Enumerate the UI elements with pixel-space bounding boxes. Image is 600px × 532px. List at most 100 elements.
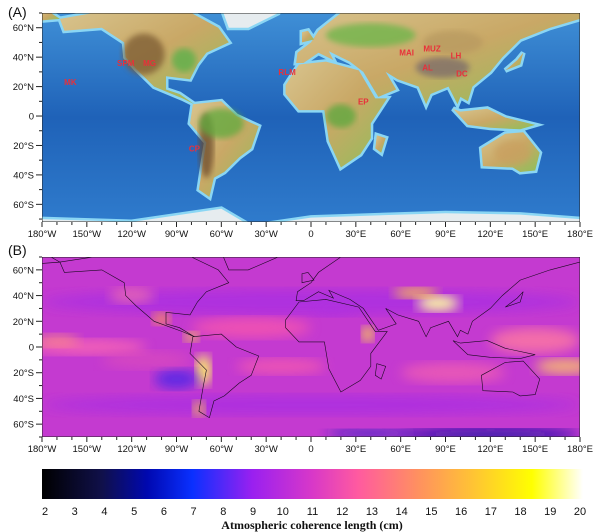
lon-tick-label: 0 bbox=[308, 229, 313, 240]
colorbar-title: Atmospheric coherence length (cm) bbox=[221, 518, 402, 532]
lat-tick-label: 60°S bbox=[13, 420, 34, 431]
coherence-anomaly bbox=[101, 350, 192, 369]
colorbar-tick-label: 17 bbox=[485, 506, 497, 518]
lat-tick-label: 60°N bbox=[13, 265, 34, 276]
lon-tick-label: 120°W bbox=[117, 444, 146, 455]
coherence-anomaly bbox=[191, 317, 311, 339]
lon-tick-label: 120°E bbox=[477, 229, 503, 240]
lon-tick-label: 90°E bbox=[435, 229, 456, 240]
lon-tick-label: 90°W bbox=[165, 444, 188, 455]
colorbar-tick-label: 5 bbox=[131, 506, 137, 518]
colorbar-tick-label: 10 bbox=[277, 506, 289, 518]
lon-tick-label: 180°W bbox=[28, 229, 57, 240]
lat-tick-label: 20°N bbox=[13, 82, 34, 93]
eurasia-coastline bbox=[295, 257, 580, 338]
lon-tick-label: 150°W bbox=[73, 229, 102, 240]
indonesia-coastline bbox=[452, 340, 536, 359]
lat-tick-label: 20°S bbox=[13, 141, 34, 152]
station-label-mai: MAI bbox=[399, 49, 414, 58]
lat-tick-label: 60°N bbox=[13, 23, 34, 34]
coherence-anomaly bbox=[236, 358, 326, 374]
colorbar-scale bbox=[42, 469, 583, 499]
colorbar-tick-label: 16 bbox=[455, 506, 467, 518]
lon-tick-label: 120°E bbox=[477, 444, 503, 455]
lon-tick-label: 90°E bbox=[435, 444, 456, 455]
lat-tick-label: 0 bbox=[29, 112, 34, 123]
australia-coastline bbox=[481, 360, 541, 397]
chukotka-coastline bbox=[42, 257, 61, 264]
terrain-shading bbox=[172, 48, 196, 72]
coherence-anomaly bbox=[109, 287, 155, 304]
topography-map bbox=[42, 13, 580, 222]
station-label-mk: MK bbox=[64, 78, 77, 87]
colorbar-tick-label: 12 bbox=[336, 506, 348, 518]
coherence-anomaly bbox=[154, 368, 199, 390]
lon-tick-label: 60°W bbox=[210, 444, 233, 455]
panel-label: (B) bbox=[8, 242, 27, 258]
colorbar-tick-label: 4 bbox=[101, 506, 107, 518]
lon-tick-label: 90°W bbox=[165, 229, 188, 240]
colorbar-tick-label: 13 bbox=[366, 506, 378, 518]
coherence-anomaly bbox=[535, 358, 580, 374]
coherence-anomaly bbox=[490, 327, 580, 354]
colorbar: 2 3 4 5 6 7 8 9 10 11 12 13 14 15 16 17 18 19 20 Atmospheri… bbox=[42, 469, 586, 532]
station-label-cp: CP bbox=[189, 144, 201, 153]
terrain-shading bbox=[198, 108, 244, 139]
coherence-anomaly bbox=[400, 429, 580, 437]
colorbar-tick-label: 15 bbox=[425, 506, 437, 518]
lat-tick-label: 0 bbox=[29, 343, 34, 354]
coherence-anomaly bbox=[192, 401, 205, 417]
lon-tick-label: 150°W bbox=[73, 444, 102, 455]
lon-tick-label: 180°W bbox=[28, 444, 57, 455]
lon-tick-label: 30°W bbox=[254, 444, 277, 455]
uk-landmass bbox=[302, 30, 314, 43]
station-label-dc: DC bbox=[456, 69, 468, 78]
colorbar-tick-label: 11 bbox=[307, 506, 318, 518]
coherence-anomaly bbox=[42, 394, 580, 416]
station-label-mg: MG bbox=[143, 59, 156, 68]
lat-tick-label: 40°N bbox=[13, 291, 34, 302]
colorbar-tick-label: 9 bbox=[250, 506, 256, 518]
lat-tick-label: 40°N bbox=[13, 53, 34, 64]
africa-coastline bbox=[285, 299, 388, 393]
colorbar-tick-label: 6 bbox=[161, 506, 167, 518]
coherence-anomaly bbox=[42, 334, 80, 347]
colorbar-tick-label: 20 bbox=[574, 506, 586, 518]
madagascar-coastline bbox=[374, 363, 387, 380]
madagascar-landmass bbox=[375, 135, 386, 153]
station-label-ep: EP bbox=[358, 97, 369, 106]
coherence-anomaly bbox=[152, 312, 171, 326]
japan-coastline bbox=[505, 291, 524, 308]
lat-tick-label: 20°S bbox=[13, 368, 34, 379]
lon-tick-label: 30°W bbox=[254, 229, 277, 240]
map-axes: (A) 60°N 40°N 20°N 0 20°S 40°S 60°S 180°W 150°W 12… bbox=[8, 4, 593, 455]
colorbar-tick-label: 2 bbox=[42, 506, 48, 518]
lon-tick-label: 0 bbox=[308, 444, 313, 455]
lon-tick-label: 30°E bbox=[345, 229, 366, 240]
north-america-coastline bbox=[59, 257, 230, 337]
coherence-anomaly bbox=[400, 362, 506, 384]
coherence-anomaly bbox=[325, 429, 416, 437]
coherence-anomaly bbox=[393, 287, 439, 299]
lat-tick-label: 20°N bbox=[13, 317, 34, 328]
station-label-al: AL bbox=[422, 63, 433, 72]
japan-landmass bbox=[505, 52, 524, 71]
colorbar-tick-label: 19 bbox=[544, 506, 556, 518]
greenland-coastline bbox=[223, 257, 279, 271]
station-label-muz: MUZ bbox=[423, 44, 440, 53]
colorbar-tick-label: 18 bbox=[514, 506, 526, 518]
lon-tick-label: 60°E bbox=[390, 444, 411, 455]
lat-tick-label: 40°S bbox=[13, 170, 34, 181]
panel-label: (A) bbox=[8, 4, 27, 20]
uk-coastline bbox=[301, 272, 315, 284]
coherence-anomaly bbox=[361, 326, 374, 342]
lon-tick-label: 60°E bbox=[390, 229, 411, 240]
lon-tick-label: 180°E bbox=[567, 229, 593, 240]
coherence-anomaly bbox=[311, 300, 356, 317]
station-label-rlm: RLM bbox=[278, 68, 296, 77]
greenland-landmass bbox=[223, 13, 279, 28]
lon-tick-label: 60°W bbox=[210, 229, 233, 240]
colorbar-tick-label: 8 bbox=[220, 506, 226, 518]
antarctica-landmass bbox=[42, 208, 580, 222]
